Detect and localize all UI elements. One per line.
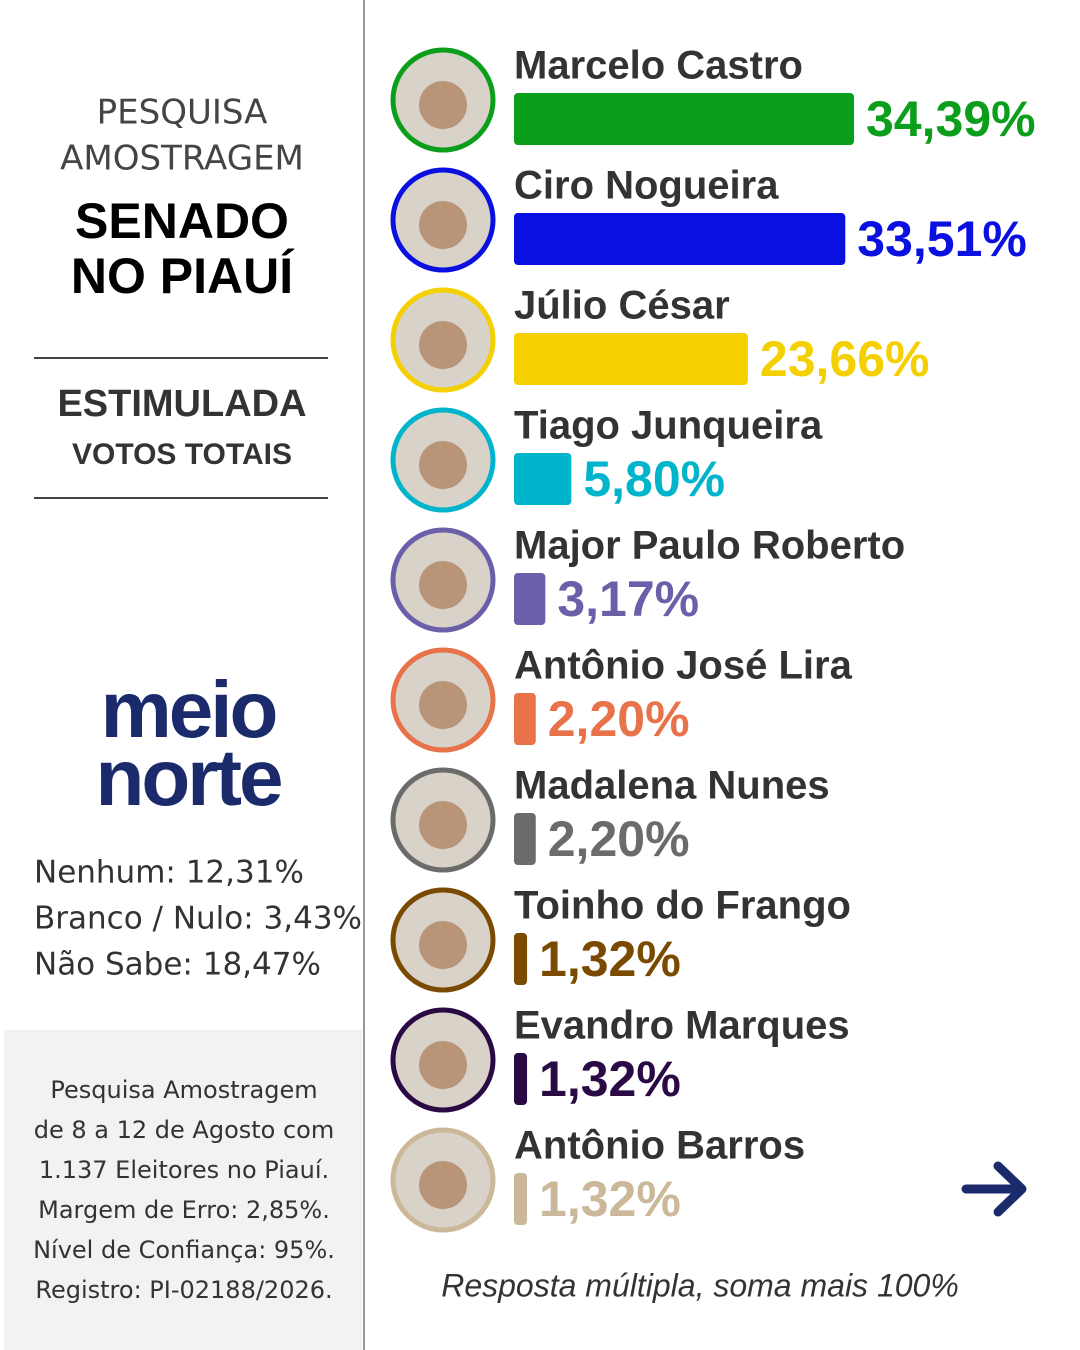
method: ESTIMULADA	[57, 383, 306, 425]
value-label: 34,39%	[866, 91, 1036, 147]
photo-face	[419, 1161, 467, 1209]
value-label: 5,80%	[583, 451, 725, 507]
bar	[514, 693, 536, 745]
candidate-name: Júlio César	[514, 284, 730, 328]
candidate-name: Tiago Junqueira	[514, 404, 823, 448]
kicker: PESQUISA	[97, 93, 268, 133]
photo-face	[419, 921, 467, 969]
candidate-name: Madalena Nunes	[514, 764, 830, 808]
logo: norte	[96, 733, 282, 822]
detail-line: de 8 a 12 de Agosto com	[34, 1116, 334, 1144]
value-label: 2,20%	[548, 811, 690, 867]
next-arrow[interactable]	[961, 1161, 1027, 1217]
other-result: Branco / Nulo: 3,43%	[34, 901, 362, 937]
photo-face	[419, 1041, 467, 1089]
details-box	[4, 1030, 362, 1350]
logo: meio	[101, 665, 276, 754]
photo-face	[419, 561, 467, 609]
other-result: Não Sabe: 18,47%	[34, 947, 321, 983]
bar	[514, 453, 572, 505]
photo-face	[419, 81, 467, 129]
value-label: 1,32%	[539, 1051, 681, 1107]
candidate-name: Ciro Nogueira	[514, 164, 779, 208]
detail-line: Margem de Erro: 2,85%.	[38, 1196, 330, 1224]
value-label: 1,32%	[539, 1171, 681, 1227]
other-result: Nenhum: 12,31%	[34, 855, 304, 891]
kicker: AMOSTRAGEM	[60, 139, 304, 179]
detail-line: Registro: PI-02188/2026.	[35, 1276, 332, 1304]
headline: SENADO	[75, 193, 289, 249]
detail-line: Pesquisa Amostragem	[50, 1076, 317, 1104]
value-label: 33,51%	[857, 211, 1027, 267]
photo-face	[419, 681, 467, 729]
bar	[514, 813, 536, 865]
photo-face	[419, 801, 467, 849]
candidate-name: Marcelo Castro	[514, 44, 803, 88]
photo-face	[419, 441, 467, 489]
bar	[514, 333, 748, 385]
bar	[514, 213, 846, 265]
candidate-name: Antônio Barros	[514, 1124, 805, 1168]
photo-face	[419, 201, 467, 249]
candidate-name: Major Paulo Roberto	[514, 524, 905, 568]
bar	[514, 933, 528, 985]
candidate-name: Antônio José Lira	[514, 644, 853, 688]
note: Resposta múltipla, soma mais 100%	[441, 1267, 959, 1303]
bar	[514, 573, 546, 625]
value-label: 23,66%	[760, 331, 930, 387]
photo-face	[419, 321, 467, 369]
value-label: 1,32%	[539, 931, 681, 987]
headline: NO PIAUÍ	[71, 248, 294, 304]
candidate-name: Evandro Marques	[514, 1004, 850, 1048]
detail-line: 1.137 Eleitores no Piauí.	[39, 1156, 329, 1184]
candidate-name: Toinho do Frango	[514, 884, 851, 928]
scope: VOTOS TOTAIS	[72, 438, 292, 471]
bar	[514, 93, 854, 145]
value-label: 2,20%	[548, 691, 690, 747]
bar	[514, 1173, 528, 1225]
value-label: 3,17%	[557, 571, 699, 627]
bar	[514, 1053, 528, 1105]
detail-line: Nível de Confiança: 95%.	[33, 1236, 335, 1264]
